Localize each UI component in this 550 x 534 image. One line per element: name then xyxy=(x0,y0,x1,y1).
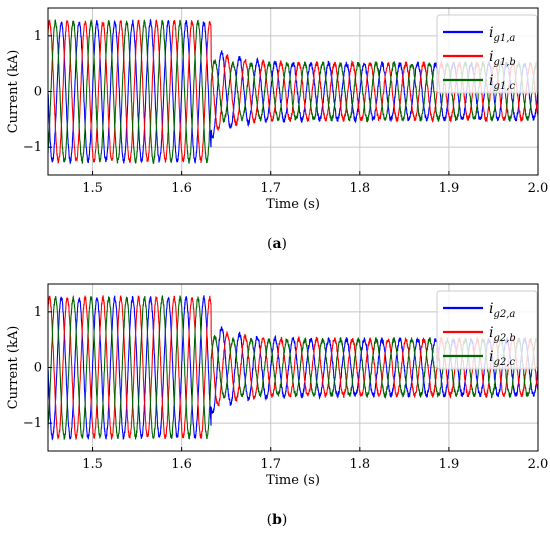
x-tick-label: 1.7 xyxy=(260,181,281,196)
x-tick-label: 1.5 xyxy=(82,457,103,472)
caption-close: ) xyxy=(282,236,287,252)
legend-entry: ig2,c xyxy=(489,349,515,368)
legend-box xyxy=(436,290,538,370)
x-tick-label: 1.8 xyxy=(349,181,370,196)
y-tick-label: 0 xyxy=(34,85,42,100)
legend-entry-subscript: g2,c xyxy=(493,357,515,368)
x-tick-label: 1.5 xyxy=(82,181,103,196)
legend-entry-subscript: g2,a xyxy=(493,309,515,320)
series-line-g1-c xyxy=(48,19,538,164)
y-axis-label: Current (kA) xyxy=(6,50,21,134)
x-tick-label: 1.9 xyxy=(439,457,460,472)
x-tick-label: 1.7 xyxy=(260,457,281,472)
series-line-g2-c xyxy=(48,294,538,441)
x-tick-label: 1.6 xyxy=(171,457,192,472)
legend-entry-subscript: g1,a xyxy=(493,33,515,44)
panel-caption: (b) xyxy=(267,512,288,528)
legend-entry: ig1,c xyxy=(489,73,515,92)
x-tick-label: 2.0 xyxy=(528,457,549,472)
chart-panel-b: 1.5 1.6 1.7 1.8 1.9 2.0 1 0 −1 Time (s) Current (k… xyxy=(6,283,549,528)
legend-entry-symbol: i xyxy=(489,73,493,89)
y-tick-label: 1 xyxy=(34,305,42,320)
legend-entry: ig1,a xyxy=(489,25,515,44)
legend-entry-symbol: i xyxy=(489,25,493,41)
y-tick-label: 0 xyxy=(34,361,42,376)
legend-entry-symbol: i xyxy=(489,301,493,317)
x-tick-label: 1.6 xyxy=(171,181,192,196)
x-axis-label: Time (s) xyxy=(266,197,320,212)
panel-caption: (a) xyxy=(267,236,287,252)
caption-letter: a xyxy=(272,236,281,252)
x-tick-label: 1.9 xyxy=(439,181,460,196)
y-tick-label: −1 xyxy=(23,416,42,431)
legend-entry-symbol: i xyxy=(489,325,493,341)
chart-panel-a: 1.5 1.6 1.7 1.8 1.9 2.0 1 0 −1 Time (s) Current (k… xyxy=(6,7,549,252)
legend-entry-subscript: g2,b xyxy=(493,333,515,344)
y-tick-label: 1 xyxy=(34,29,42,44)
legend-entry: ig2,a xyxy=(489,301,515,320)
legend-entry-symbol: i xyxy=(489,349,493,365)
caption-letter: b xyxy=(272,512,282,528)
legend-entry: ig2,b xyxy=(489,325,516,344)
x-tick-label: 2.0 xyxy=(528,181,549,196)
y-axis-label: Current (kA) xyxy=(6,326,21,410)
legend-entry-subscript: g1,b xyxy=(493,57,515,68)
caption-open: ( xyxy=(267,512,272,528)
caption-open: ( xyxy=(267,236,272,252)
x-axis-label: Time (s) xyxy=(266,473,320,488)
y-tick-label: −1 xyxy=(23,140,42,155)
x-tick-label: 1.8 xyxy=(349,457,370,472)
legend-entry-symbol: i xyxy=(489,49,493,65)
legend-box xyxy=(436,14,538,94)
caption-close: ) xyxy=(282,512,287,528)
legend-entry: ig1,b xyxy=(489,49,516,68)
legend-entry-subscript: g1,c xyxy=(493,81,515,92)
